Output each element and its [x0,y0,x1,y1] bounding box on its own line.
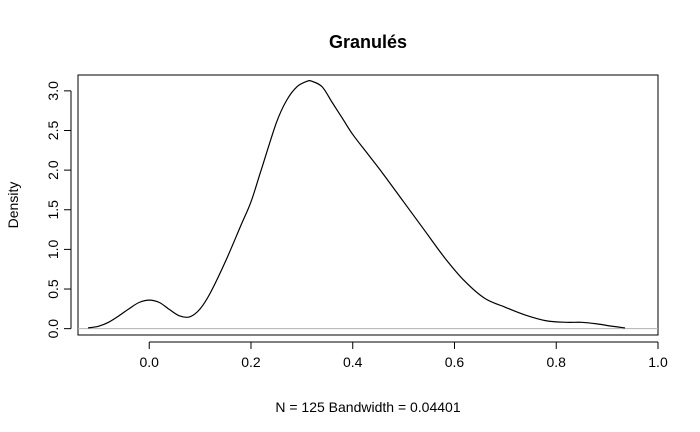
y-tick-label: 2.5 [45,121,61,141]
y-tick-label: 0.5 [45,279,61,299]
x-axis: 0.0 0.2 0.4 0.6 0.8 1.0 [139,341,668,370]
density-curve [88,80,626,329]
x-tick-label: 0.6 [445,354,465,370]
y-tick-label: 3.0 [45,81,61,101]
y-tick-label: 1.5 [45,200,61,220]
y-axis-label: Density [5,182,21,229]
x-tick-label: 0.0 [139,354,159,370]
x-tick-label: 0.2 [241,354,261,370]
x-tick-label: 0.8 [547,354,567,370]
y-tick-label: 0.0 [45,319,61,339]
x-tick-label: 1.0 [648,354,668,370]
y-axis: 0.0 0.5 1.0 1.5 2.0 2.5 3.0 [45,81,72,339]
y-tick-label: 1.0 [45,239,61,259]
chart-title: Granulés [329,32,407,52]
y-tick-label: 2.0 [45,160,61,180]
x-tick-label: 0.4 [343,354,363,370]
plot-frame [77,74,659,336]
x-axis-label: N = 125 Bandwidth = 0.04401 [275,399,460,415]
